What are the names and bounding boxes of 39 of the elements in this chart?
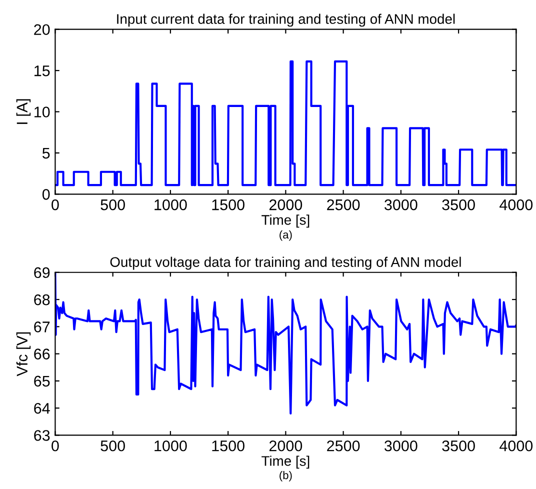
- y-tick-label: 68: [34, 294, 50, 306]
- y-tick-label: 65: [34, 376, 50, 387]
- x-tick-label: 3500: [442, 199, 475, 210]
- x-tick-label: 1500: [212, 199, 244, 210]
- x-tick-label: 3000: [384, 199, 418, 210]
- chart-title: Input current data for training and testing of ANN model: [117, 14, 455, 27]
- x-tick-label: 4000: [500, 199, 533, 210]
- x-tick-label: 1000: [154, 440, 187, 452]
- x-tick-label: 2000: [269, 199, 302, 210]
- y-tick-label: 20: [34, 24, 50, 36]
- x-tick-label: 500: [100, 199, 125, 210]
- y-axis-title: I [A]: [16, 99, 31, 124]
- text: (b): [280, 471, 292, 482]
- x-tick-label: 2500: [327, 440, 360, 452]
- x-tick-label: 2500: [327, 199, 360, 210]
- x-tick-label: 0: [52, 440, 59, 452]
- y-tick-label: 5: [42, 148, 50, 159]
- x-tick-label: 1000: [154, 199, 187, 210]
- y-tick-label: 67: [34, 322, 50, 332]
- x-tick-label: 2000: [269, 440, 302, 452]
- x-axis-title: Time [s]: [262, 214, 310, 228]
- x-tick-label: 500: [100, 440, 125, 452]
- x-tick-label: 3000: [384, 440, 418, 452]
- y-tick-label: 15: [34, 66, 50, 76]
- text: (a): [280, 230, 292, 241]
- y-tick-label: 64: [34, 402, 50, 414]
- y-tick-label: 66: [34, 348, 50, 360]
- y-tick-label: 0: [42, 189, 50, 200]
- x-tick-label: 1500: [212, 440, 244, 452]
- x-axis-title: Time [s]: [262, 456, 310, 469]
- x-tick-label: 4000: [500, 440, 533, 452]
- y-axis-title: Vfc [V]: [16, 332, 31, 376]
- y-tick-label: 10: [34, 106, 50, 118]
- line-series: [55, 60, 516, 186]
- x-tick-label: 3500: [442, 440, 475, 452]
- y-tick-label: 69: [34, 267, 50, 278]
- chart-title: Output voltage data for training and testing of ANN model: [110, 256, 461, 270]
- x-tick-label: 0: [52, 199, 59, 210]
- y-tick-label: 63: [34, 430, 50, 441]
